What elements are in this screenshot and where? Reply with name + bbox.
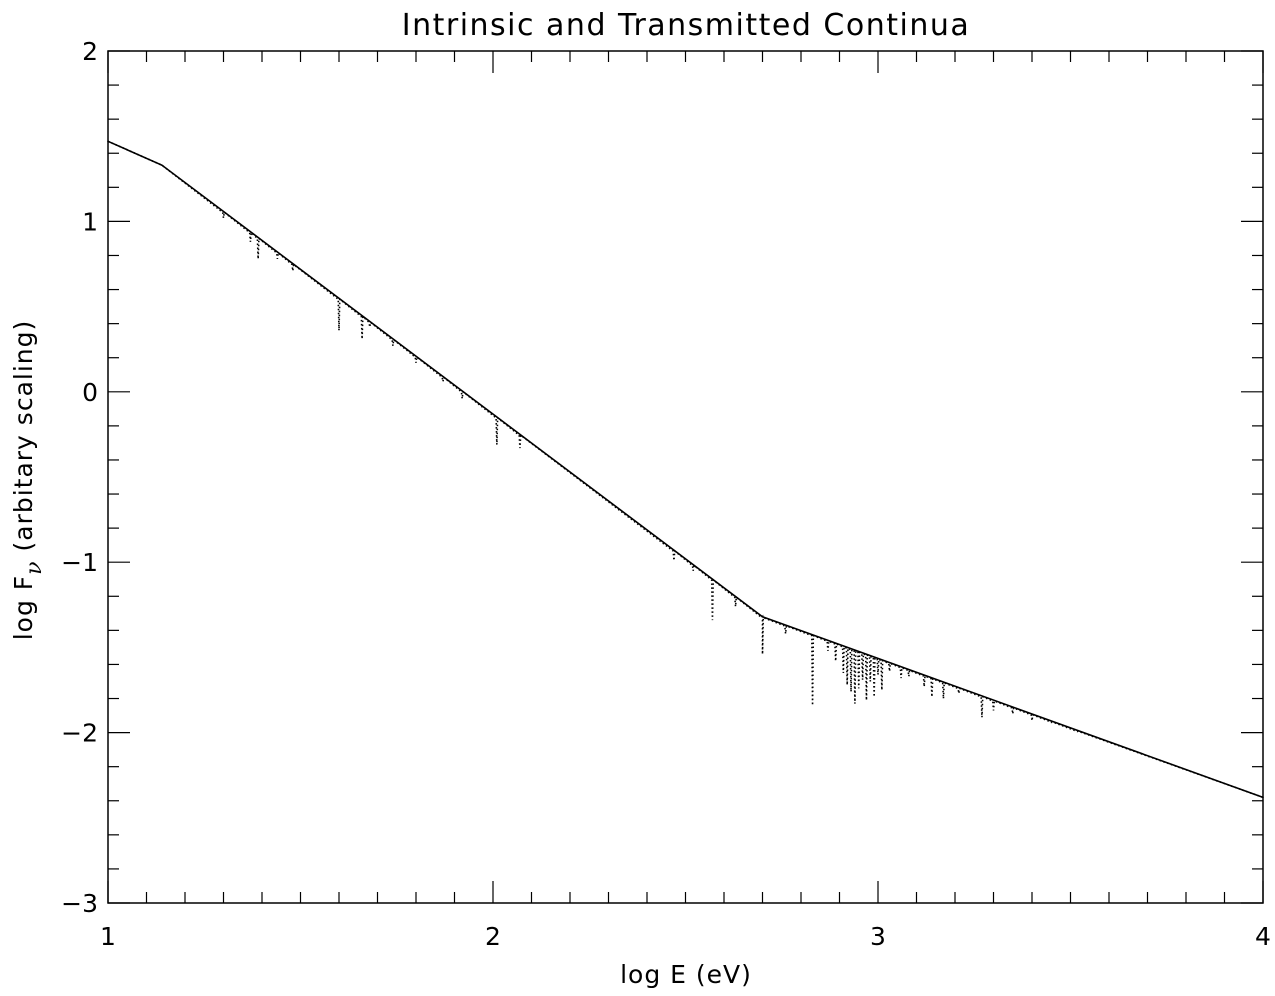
x-axis-label: log E (eV)	[620, 960, 752, 989]
chart-title: Intrinsic and Transmitted Continua	[402, 8, 971, 43]
x-tick-label: 4	[1255, 922, 1271, 951]
intrinsic-continuum-point	[107, 140, 109, 143]
plot-area-border	[107, 50, 1264, 904]
intrinsic-continuum-line	[107, 140, 1264, 799]
axis-ticks	[107, 50, 1264, 904]
y-tick-label: 1	[82, 207, 98, 236]
y-axis-label-subscript: ν	[22, 560, 47, 574]
x-tick-label: 1	[100, 922, 116, 951]
intrinsic-continuum-point	[161, 164, 163, 166]
plot-frame	[107, 50, 1264, 904]
x-tick-label: 3	[870, 922, 886, 951]
axis-tick-labels: 1 2 3 4 −3 −2 −1 0 1 2	[61, 37, 1271, 951]
y-axis-label: log Fν (arbitary scaling)	[9, 320, 47, 641]
y-axis-label-main: log F	[9, 575, 38, 640]
intrinsic-continuum-point	[1262, 796, 1264, 799]
intrinsic-continuum-point	[761, 615, 764, 618]
y-tick-label: −1	[61, 548, 98, 577]
data-series	[107, 140, 1264, 799]
x-tick-label: 2	[485, 922, 501, 951]
y-tick-label: −3	[61, 889, 98, 918]
y-tick-label: −2	[61, 719, 98, 748]
y-tick-label: 0	[82, 378, 98, 407]
transmitted-continuum-line	[107, 140, 1264, 799]
y-tick-label: 2	[82, 37, 98, 66]
y-axis-label-suffix: (arbitary scaling)	[9, 320, 38, 561]
